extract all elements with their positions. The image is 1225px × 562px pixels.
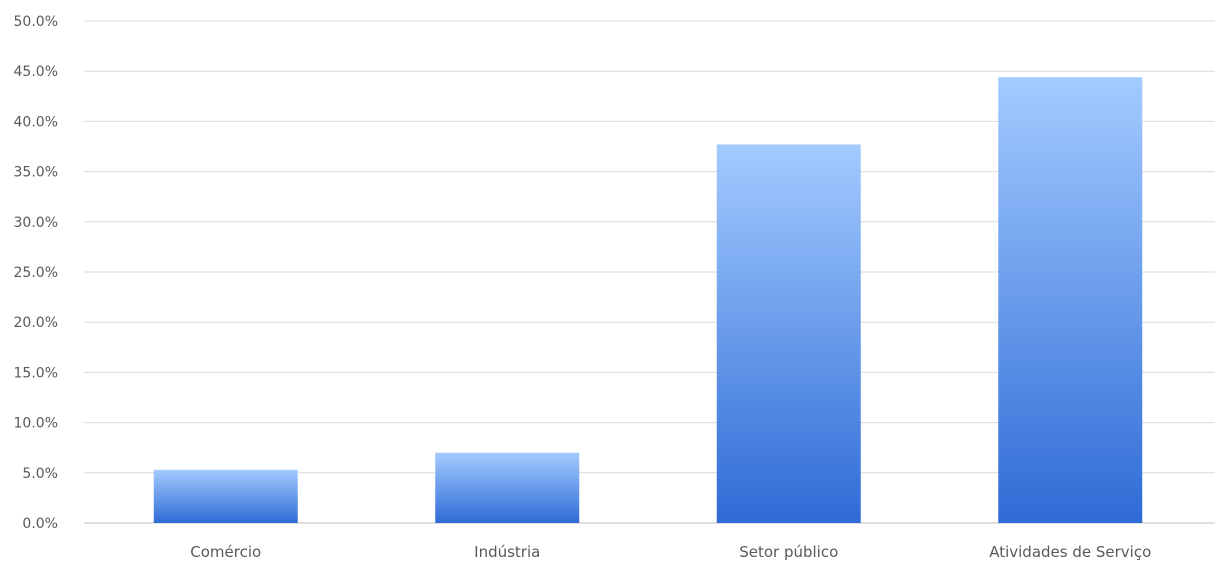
- y-tick-label: 50.0%: [14, 14, 58, 30]
- y-tick-label: 45.0%: [14, 64, 58, 80]
- y-tick-label: 0.0%: [22, 516, 58, 532]
- y-tick-label: 10.0%: [14, 416, 58, 432]
- y-axis-ticks: 0.0% 5.0% 10.0% 15.0% 20.0% 25.0% 30.0% 35.0% 40…: [14, 14, 58, 532]
- bar: [716, 144, 861, 523]
- y-tick-label: 25.0%: [14, 265, 58, 281]
- x-tick-label: Atividades de Serviço: [989, 543, 1151, 561]
- y-tick-label: 20.0%: [14, 315, 58, 331]
- bars: [153, 77, 1143, 523]
- x-tick-label: Indústria: [474, 543, 540, 561]
- y-tick-label: 30.0%: [14, 215, 58, 231]
- y-tick-label: 15.0%: [14, 365, 58, 381]
- bar: [435, 452, 580, 523]
- x-axis-labels: Comércio Indústria Setor público Atividades…: [190, 543, 1151, 561]
- y-tick-label: 40.0%: [14, 114, 58, 130]
- y-tick-label: 5.0%: [22, 466, 58, 482]
- bar: [153, 469, 298, 523]
- x-tick-label: Comércio: [190, 543, 261, 561]
- bar: [998, 77, 1143, 523]
- x-tick-label: Setor público: [739, 543, 838, 561]
- y-tick-label: 35.0%: [14, 165, 58, 181]
